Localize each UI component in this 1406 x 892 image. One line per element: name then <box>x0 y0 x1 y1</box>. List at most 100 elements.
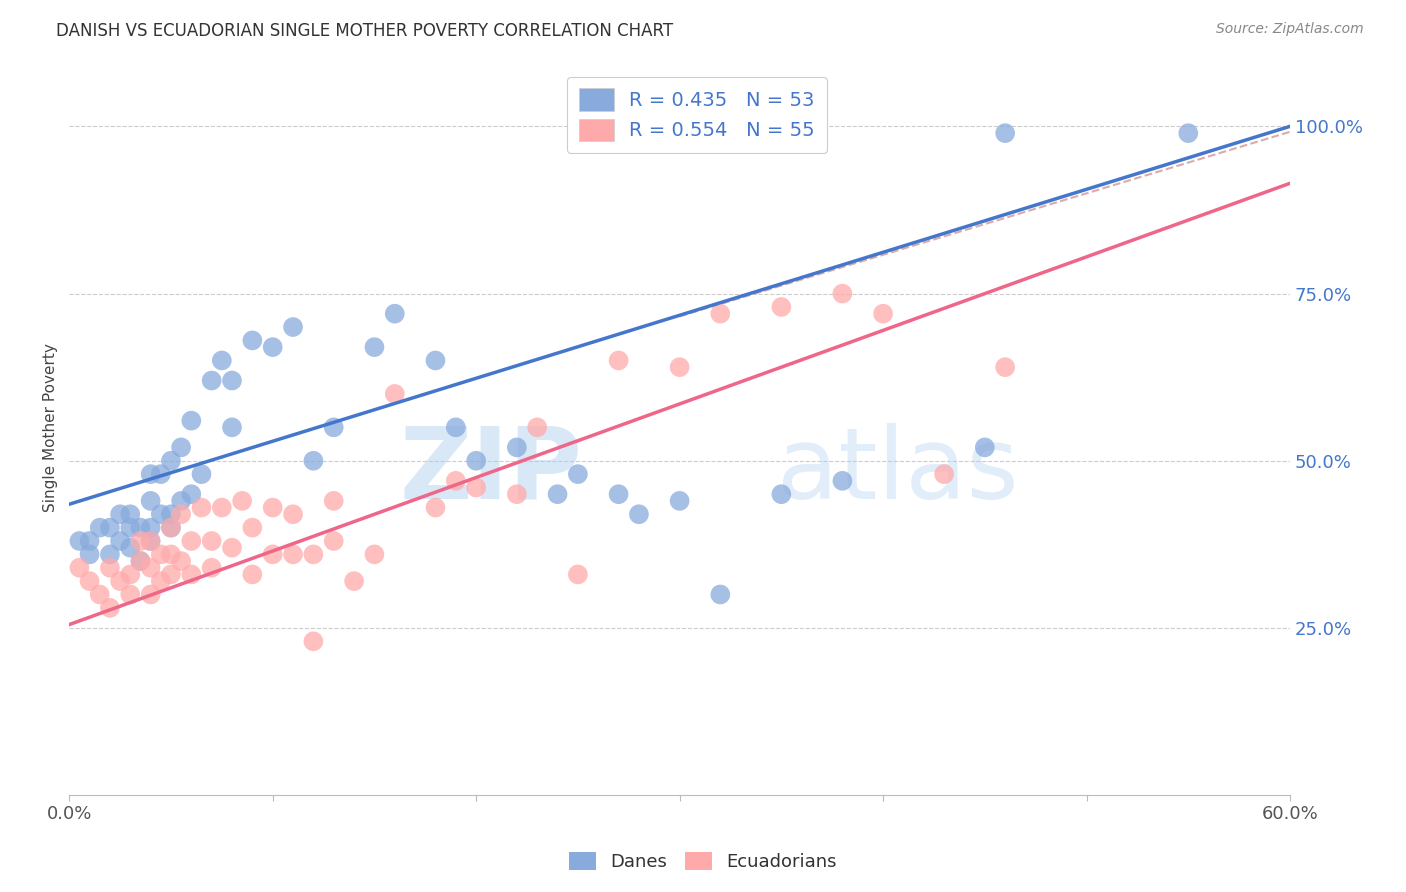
Point <box>770 487 793 501</box>
Point <box>567 467 589 482</box>
Point <box>201 374 224 388</box>
Point <box>384 387 406 401</box>
Point <box>67 560 90 574</box>
Point <box>872 307 894 321</box>
Point <box>668 494 690 508</box>
Point <box>425 500 447 515</box>
Point <box>139 560 162 574</box>
Point <box>547 487 569 501</box>
Point <box>363 340 385 354</box>
Point <box>129 521 152 535</box>
Point <box>973 441 995 455</box>
Point <box>108 574 131 588</box>
Point <box>465 481 488 495</box>
Point <box>180 567 202 582</box>
Point <box>160 521 183 535</box>
Point <box>129 554 152 568</box>
Point <box>160 547 183 561</box>
Point <box>607 353 630 368</box>
Point <box>190 467 212 482</box>
Point <box>281 508 304 522</box>
Point <box>120 541 142 555</box>
Text: DANISH VS ECUADORIAN SINGLE MOTHER POVERTY CORRELATION CHART: DANISH VS ECUADORIAN SINGLE MOTHER POVER… <box>56 22 673 40</box>
Text: Source: ZipAtlas.com: Source: ZipAtlas.com <box>1216 22 1364 37</box>
Point <box>170 441 193 455</box>
Point <box>120 508 142 522</box>
Point <box>160 508 183 522</box>
Point <box>384 307 406 321</box>
Point <box>170 508 193 522</box>
Point <box>506 441 529 455</box>
Point <box>221 374 243 388</box>
Point <box>108 508 131 522</box>
Point <box>934 467 956 482</box>
Point <box>98 560 121 574</box>
Point <box>322 494 344 508</box>
Point <box>139 533 162 548</box>
Point <box>506 487 529 501</box>
Text: ZIP: ZIP <box>399 423 582 520</box>
Point <box>240 521 263 535</box>
Point <box>302 634 325 648</box>
Point <box>221 541 243 555</box>
Point <box>139 521 162 535</box>
Point <box>831 474 853 488</box>
Point <box>149 467 172 482</box>
Point <box>139 587 162 601</box>
Point <box>302 547 325 561</box>
Point <box>240 334 263 348</box>
Point <box>281 320 304 334</box>
Point <box>139 533 162 548</box>
Point <box>709 587 731 601</box>
Point <box>129 533 152 548</box>
Point <box>120 567 142 582</box>
Y-axis label: Single Mother Poverty: Single Mother Poverty <box>44 343 58 512</box>
Point <box>149 508 172 522</box>
Point <box>627 508 650 522</box>
Point <box>994 126 1017 140</box>
Point <box>425 353 447 368</box>
Point <box>201 533 224 548</box>
Point <box>262 500 284 515</box>
Point <box>302 454 325 468</box>
Point <box>79 574 101 588</box>
Point <box>89 587 111 601</box>
Point <box>120 521 142 535</box>
Point <box>98 600 121 615</box>
Text: atlas: atlas <box>778 423 1019 520</box>
Point <box>139 467 162 482</box>
Point <box>180 533 202 548</box>
Point <box>108 533 131 548</box>
Point <box>262 547 284 561</box>
Point <box>211 500 233 515</box>
Point <box>160 521 183 535</box>
Point <box>211 353 233 368</box>
Point <box>994 360 1017 375</box>
Point <box>139 494 162 508</box>
Point <box>322 533 344 548</box>
Point <box>526 420 548 434</box>
Point <box>668 360 690 375</box>
Point <box>79 547 101 561</box>
Point <box>67 533 90 548</box>
Point <box>190 500 212 515</box>
Point <box>129 554 152 568</box>
Legend: Danes, Ecuadorians: Danes, Ecuadorians <box>561 845 845 879</box>
Point <box>160 454 183 468</box>
Point <box>160 567 183 582</box>
Point <box>770 300 793 314</box>
Point <box>709 307 731 321</box>
Point <box>149 574 172 588</box>
Point <box>363 547 385 561</box>
Point <box>180 487 202 501</box>
Point <box>79 533 101 548</box>
Point <box>170 554 193 568</box>
Point <box>343 574 366 588</box>
Point <box>231 494 253 508</box>
Point <box>120 587 142 601</box>
Point <box>465 454 488 468</box>
Point <box>149 547 172 561</box>
Point <box>281 547 304 561</box>
Point <box>444 474 467 488</box>
Point <box>607 487 630 501</box>
